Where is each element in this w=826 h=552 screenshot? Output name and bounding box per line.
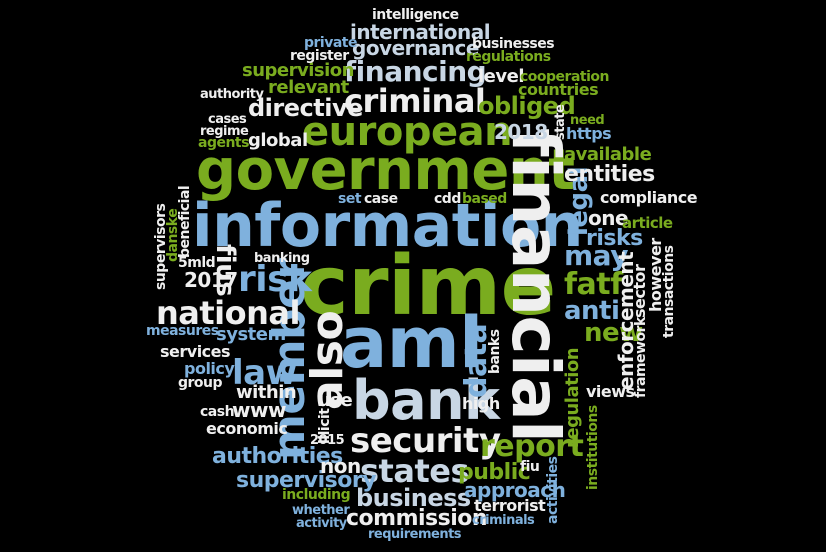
word-policy: policy (184, 359, 235, 378)
word-high: high (462, 394, 500, 413)
word-activities: activities (545, 456, 561, 524)
word-cooperation: cooperation (520, 69, 609, 85)
word-2015: 2015 (310, 433, 345, 448)
word-one: one (588, 206, 629, 230)
word-system: system (216, 324, 286, 345)
word-non: non (320, 454, 361, 478)
word-governance: governance (352, 36, 479, 60)
word-need: need (570, 113, 605, 128)
word-banks: banks (487, 329, 503, 374)
word-security: security (350, 421, 501, 461)
word-article: article (622, 214, 673, 232)
word-approach: approach (464, 478, 566, 502)
word-5mld: 5mld (178, 255, 216, 271)
word-2017: 2017 (184, 268, 238, 292)
word-commission: commission (346, 506, 488, 531)
word-business: business (356, 484, 471, 512)
word-criminal: criminal (344, 82, 486, 120)
word-global: global (248, 130, 308, 151)
word-regulation: regulation (562, 347, 583, 448)
word-national: national (156, 294, 300, 332)
word-european: european (302, 109, 513, 155)
word-fiu: fiu (520, 459, 540, 475)
word-cases: cases (208, 112, 247, 127)
word-may: may (564, 239, 628, 272)
word-register: register (290, 48, 349, 64)
word-law: law (232, 353, 297, 393)
word-authority: authority (200, 87, 264, 102)
word-businesses: businesses (472, 36, 555, 52)
word-intelligence: intelligence (372, 7, 459, 23)
word-regulations: regulations (466, 49, 551, 65)
word-financial: financial (497, 128, 574, 443)
word-state: state (553, 104, 568, 140)
word-supervisory: supervisory (236, 468, 377, 493)
word-compliance: compliance (600, 188, 698, 207)
word-economic: economic (206, 419, 288, 438)
word-bank: bank (352, 369, 500, 432)
word-measures: measures (146, 323, 219, 339)
word-regime: regime (200, 124, 249, 139)
word-framework: framework (633, 317, 649, 398)
word-case: case (364, 191, 398, 207)
word-use: use (318, 390, 353, 411)
word-cdd: cdd (434, 191, 461, 207)
word-www: www (232, 398, 286, 422)
word-new: new (584, 318, 643, 348)
word-aml: aml (340, 302, 483, 384)
word-activity: activity (296, 516, 347, 531)
word-available: available (564, 144, 652, 165)
word-views: views (586, 382, 635, 401)
word-fatf: fatf (564, 267, 623, 302)
word-cash: cash (200, 404, 235, 420)
word-group: group (178, 375, 223, 391)
word-risk: risk (238, 259, 312, 300)
word-whether: whether (292, 503, 350, 518)
word-banking: banking (254, 251, 310, 266)
word-services: services (160, 342, 231, 361)
word-relevant: relevant (268, 77, 349, 98)
word-report: report (480, 429, 584, 464)
word-https: https (566, 124, 612, 143)
word-institutions: institutions (585, 405, 601, 490)
word-terrorist: terrorist (474, 496, 546, 515)
word-2018: 2018 (494, 120, 548, 144)
word-requirements: requirements (368, 527, 462, 542)
word-including: including (282, 487, 351, 503)
word-government: government (196, 138, 575, 203)
word-public: public (458, 460, 531, 485)
word-states: states (360, 452, 469, 490)
word-obliged: obliged (478, 92, 576, 120)
word-entities: entities (564, 162, 655, 187)
word-agents: agents (198, 135, 249, 151)
word-transactions: transactions (661, 245, 677, 339)
word-financing: financing (344, 55, 487, 88)
word-within: within (236, 382, 297, 403)
word-level: level (478, 66, 525, 87)
word-authorities: authorities (212, 444, 343, 469)
word-private: private (304, 35, 358, 51)
word-criminals: criminals (472, 513, 535, 528)
word-set: set (338, 191, 362, 207)
word-supervision: supervision (242, 60, 354, 81)
word-international: international (350, 20, 491, 44)
word-anti: anti (564, 296, 620, 326)
word-directive: directive (248, 94, 363, 122)
word-countries: countries (518, 80, 599, 99)
word-based: based (462, 191, 507, 207)
word-crime: crime (300, 239, 556, 334)
word-information: information (192, 191, 583, 261)
word-risks: risks (586, 226, 643, 251)
